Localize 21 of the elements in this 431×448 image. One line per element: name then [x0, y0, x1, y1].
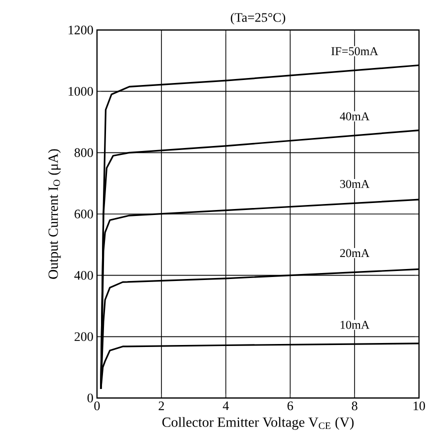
y-axis-title: Output Current I$_{O}$ (μA) [48, 149, 61, 279]
x-tick-label: 8 [352, 402, 358, 410]
x-tick-label: 2 [158, 402, 164, 410]
series-label: IF=50mA [331, 47, 378, 56]
y-tick-label: 800 [74, 148, 93, 158]
x-axis-title: Collector Emitter Voltage V$_{CE}$ (V) [162, 417, 354, 430]
y-tick-label: 600 [74, 210, 93, 218]
series-label: 40mA [340, 112, 370, 120]
y-tick-label: 200 [74, 332, 93, 342]
x-tick-label: 10 [414, 402, 425, 410]
y-tick-label: 1200 [68, 26, 93, 34]
series-label: 30mA [340, 180, 370, 188]
series-label: 20mA [340, 249, 370, 258]
x-tick-label: 6 [288, 402, 294, 410]
y-tick-label: 0 [88, 394, 93, 402]
y-tick-label: 1000 [68, 86, 93, 96]
series-label: 10mA [340, 320, 370, 329]
chart-title: (Ta=25°C) [230, 12, 286, 24]
x-tick-label: 4 [222, 402, 229, 410]
x-tick-label: 0 [94, 402, 100, 410]
y-tick-label: 400 [74, 270, 93, 280]
